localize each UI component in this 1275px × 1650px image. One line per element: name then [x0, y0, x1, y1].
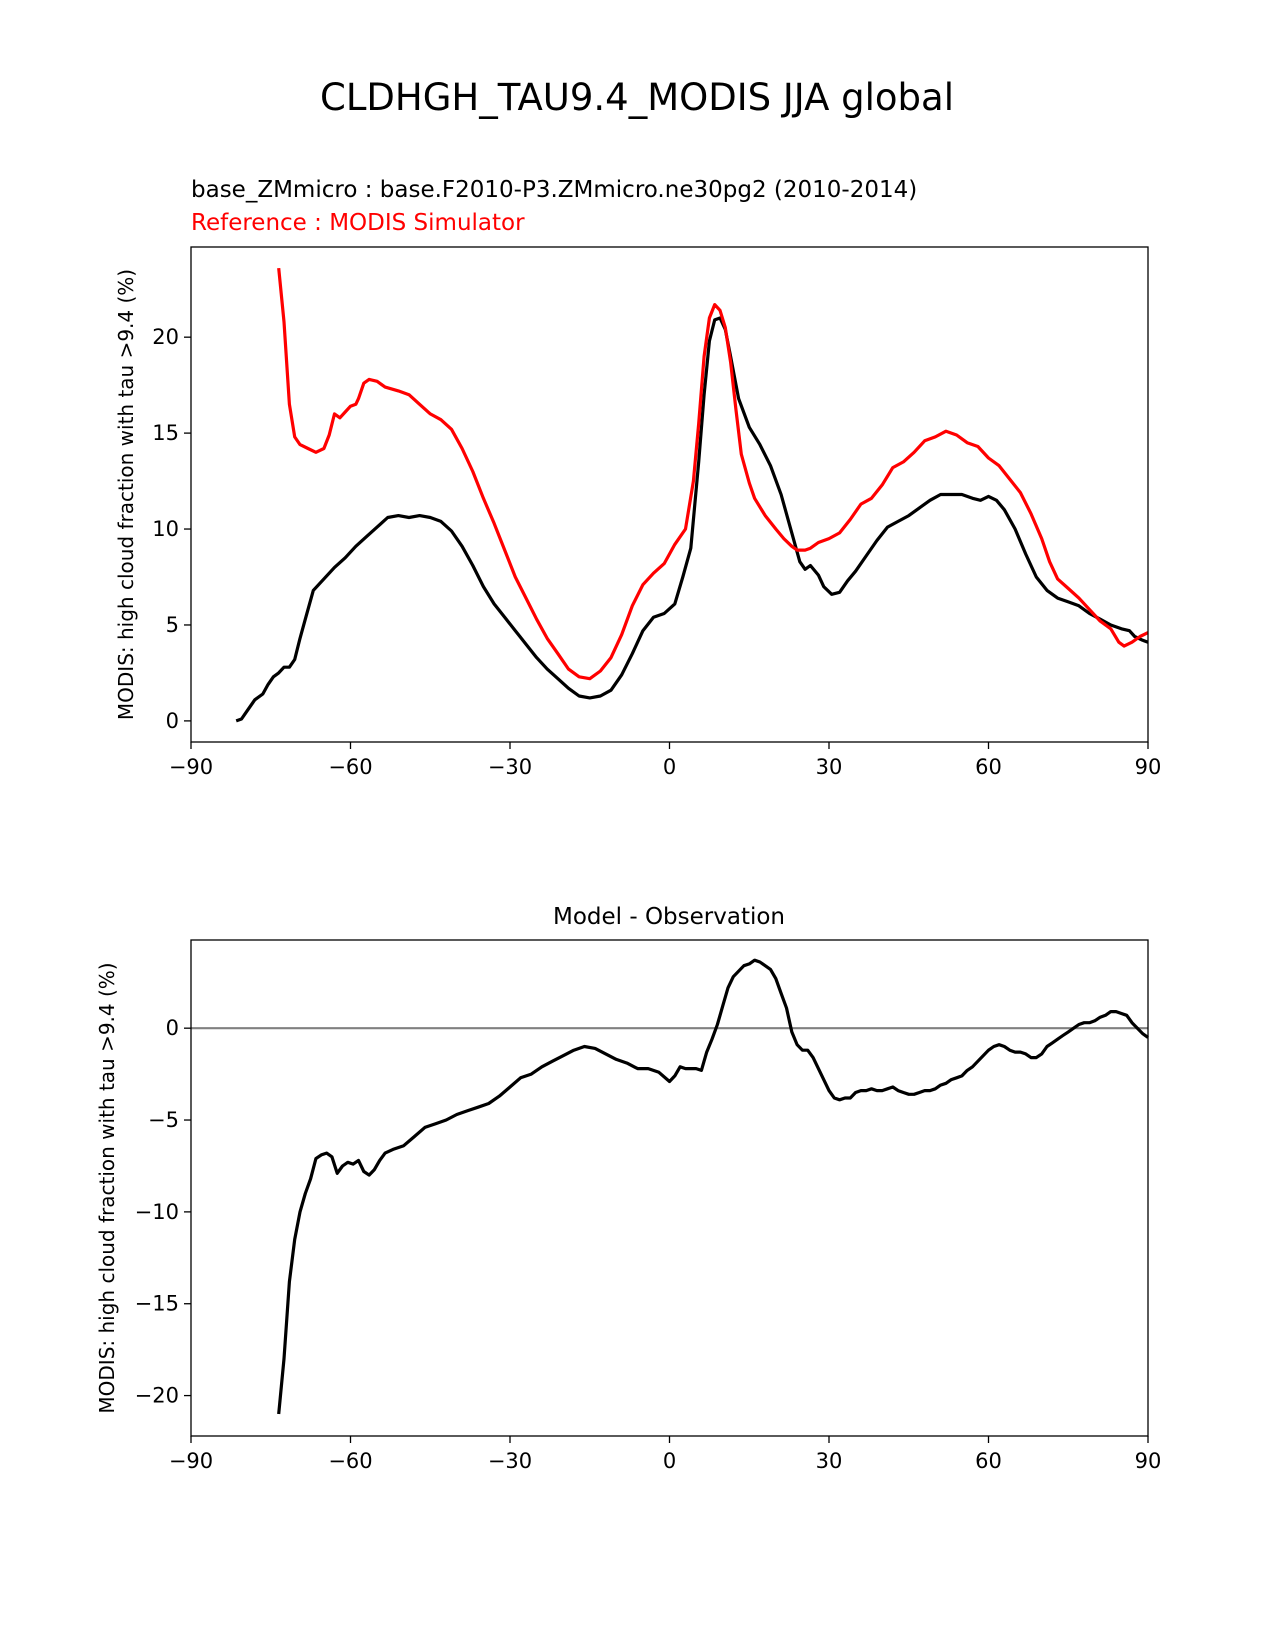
top-y-tick-label: 5: [166, 613, 179, 637]
diff-y-tick-label: 0: [166, 1016, 179, 1040]
top-x-tick-label: 0: [663, 755, 676, 779]
diff-x-tick-label: 30: [816, 1449, 843, 1473]
reference-label: Reference : MODIS Simulator: [191, 210, 525, 236]
diff-y-tick-label: −5: [148, 1108, 179, 1132]
model-series-line: [235, 316, 1149, 723]
test-label: base_ZMmicro : base.F2010-P3.ZMmicro.ne3…: [191, 177, 917, 203]
diff-y-axis-label: MODIS: high cloud fraction with tau >9.4…: [95, 962, 119, 1413]
diff-x-tick-label: 0: [663, 1449, 676, 1473]
diff-x-tick-label: 60: [975, 1449, 1002, 1473]
top-x-tick-label: −30: [488, 755, 532, 779]
diff-x-tick-label: −90: [169, 1449, 213, 1473]
diff-y-tick-label: −15: [135, 1292, 179, 1316]
diff-x-tick-label: −30: [488, 1449, 532, 1473]
top-x-tick-label: 60: [975, 755, 1002, 779]
difference-title: Model - Observation: [553, 904, 785, 930]
figure-title: CLDHGH_TAU9.4_MODIS JJA global: [320, 76, 954, 119]
top-y-tick-label: 10: [152, 517, 179, 541]
diff-y-tick-label: −10: [135, 1200, 179, 1224]
difference-plot-panel: −90 −60 −30 0 30 60 90 −20 −15 −10 −5 0 MODIS: high …: [95, 939, 1162, 1473]
top-x-tick-label: −60: [328, 755, 372, 779]
top-plot-panel: −90 −60 −30 0 30 60 90 0 5 10 15 20 MODIS: high clou…: [114, 246, 1162, 779]
difference-series-line: [277, 958, 1149, 1415]
top-y-axis-label: MODIS: high cloud fraction with tau >9.4…: [114, 269, 138, 720]
top-x-tick-label: 30: [816, 755, 843, 779]
diff-x-tick-label: −60: [328, 1449, 372, 1473]
top-x-tick-label: 90: [1135, 755, 1162, 779]
diff-y-tick-label: −20: [135, 1384, 179, 1408]
top-x-tick-label: −90: [169, 755, 213, 779]
top-y-tick-label: 20: [152, 325, 179, 349]
top-y-tick-label: 15: [152, 421, 179, 445]
diff-x-tick-label: 90: [1135, 1449, 1162, 1473]
top-y-tick-label: 0: [166, 709, 179, 733]
reference-series-line: [277, 267, 1149, 681]
